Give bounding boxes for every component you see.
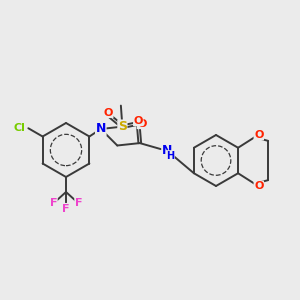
Text: O: O xyxy=(134,116,143,126)
Text: F: F xyxy=(50,198,57,208)
Text: S: S xyxy=(118,120,127,133)
Text: O: O xyxy=(254,130,263,140)
Text: O: O xyxy=(103,107,113,118)
Text: F: F xyxy=(75,198,82,208)
Text: O: O xyxy=(254,181,263,191)
Text: N: N xyxy=(96,122,106,136)
Text: N: N xyxy=(162,144,172,157)
Text: H: H xyxy=(166,151,174,161)
Text: F: F xyxy=(62,203,70,214)
Text: O: O xyxy=(137,118,147,129)
Text: Cl: Cl xyxy=(14,123,25,133)
